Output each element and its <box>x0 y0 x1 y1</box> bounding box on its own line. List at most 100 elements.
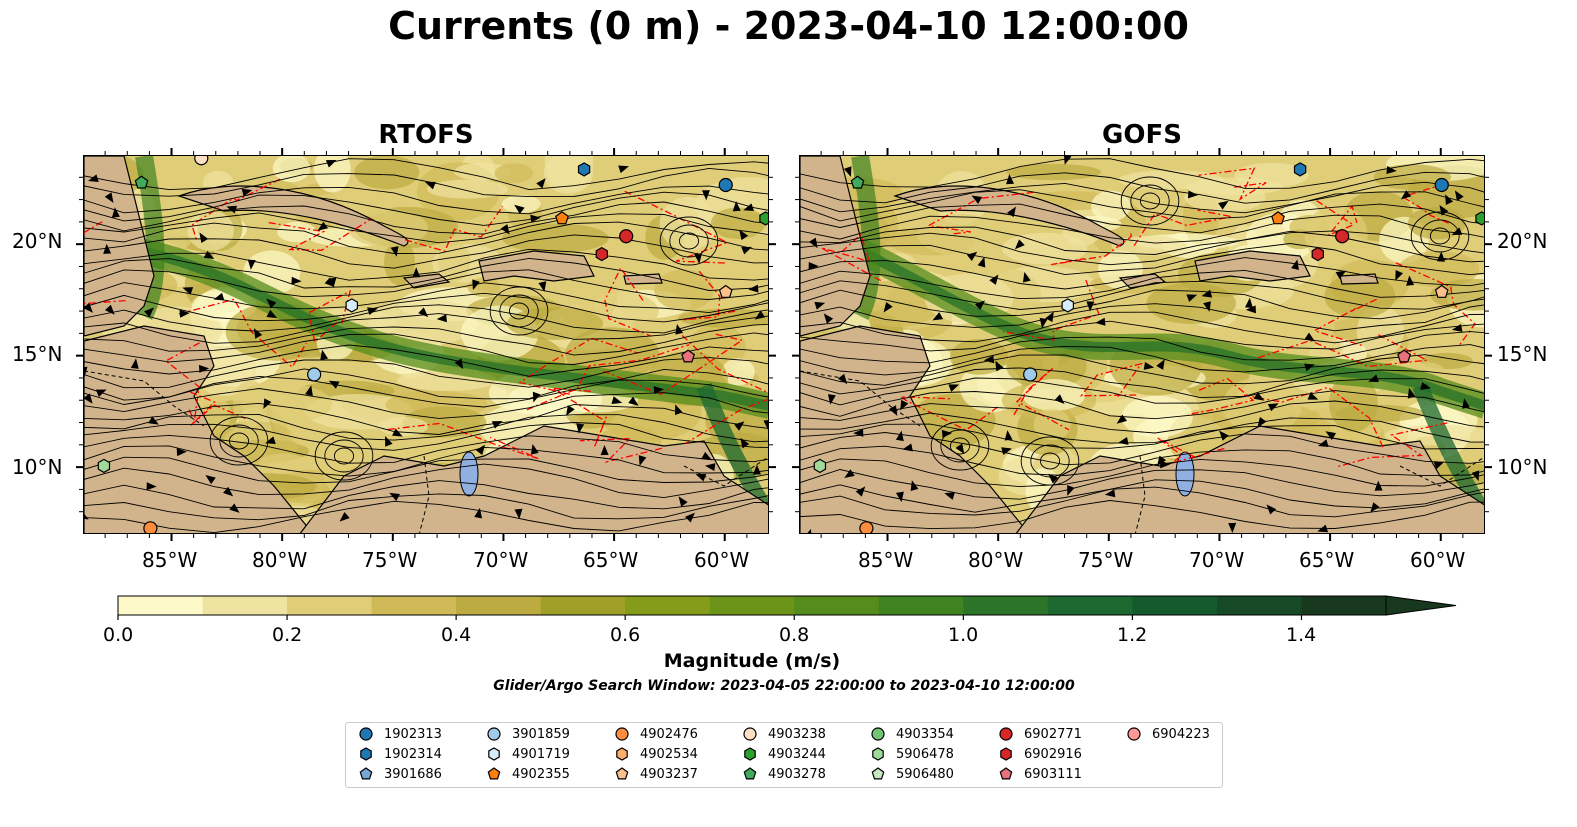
speed-contour <box>277 221 317 243</box>
float-marker-1902314 <box>577 162 591 177</box>
flow-arrow <box>88 174 99 182</box>
flow-arrow <box>454 358 464 370</box>
flow-arrow <box>317 221 328 231</box>
eddy-streamline <box>489 286 549 336</box>
colorbar-tick-label: 0.8 <box>779 624 810 646</box>
land-south-america <box>1015 425 1484 533</box>
colorbar-segment <box>794 596 880 615</box>
float-marker-4903237 <box>1434 284 1449 298</box>
legend-label: 1902314 <box>384 746 442 762</box>
legend-marker-icon <box>488 747 500 761</box>
flow-arrow <box>1451 324 1463 332</box>
flow-arrow <box>974 300 986 311</box>
legend-label: 4902355 <box>512 766 570 782</box>
eez-boundary <box>1336 422 1448 468</box>
flow-arrow <box>1471 470 1480 482</box>
flow-arrow <box>618 165 629 174</box>
eddy-streamline <box>508 302 530 320</box>
streamline <box>84 456 768 484</box>
legend-entry: 4902476 <box>614 726 698 742</box>
speed-contour <box>258 453 308 475</box>
flow-arrow <box>1054 394 1065 405</box>
eddy-streamline <box>659 216 719 266</box>
flow-arrow <box>1039 317 1048 329</box>
float-marker-6902771 <box>1335 229 1350 244</box>
float-marker-1902313 <box>718 177 733 193</box>
flow-arrow <box>1420 382 1431 390</box>
flow-arrow <box>678 496 688 507</box>
flow-arrow <box>653 386 664 395</box>
legend-marker-4902355 <box>487 767 501 780</box>
flow-arrow <box>740 437 750 449</box>
legend-marker-icon <box>999 767 1013 780</box>
flow-arrow <box>1257 417 1267 428</box>
streamline <box>84 368 768 401</box>
legend-label: 6902916 <box>1024 746 1082 762</box>
figure-title: Currents (0 m) - 2023-04-10 12:00:00 <box>388 4 1189 48</box>
flow-arrow <box>983 355 995 364</box>
colorbar-frame <box>117 595 1387 616</box>
streamline <box>84 257 768 291</box>
eez-boundary <box>552 387 608 448</box>
legend-entry: 4903238 <box>742 726 826 742</box>
legend-label: 4902534 <box>640 746 698 762</box>
streamline <box>800 303 1484 332</box>
legend-marker-icon <box>360 747 372 761</box>
eez-boundary <box>387 422 540 460</box>
flow-arrow <box>266 309 278 319</box>
flow-arrow <box>989 274 999 285</box>
float-marker-4901719 <box>1061 298 1074 313</box>
flow-arrow <box>1439 205 1449 216</box>
speed-contour <box>289 423 335 448</box>
flow-arrow <box>955 443 965 455</box>
lat-tick-label: 15°N <box>1497 342 1548 366</box>
flow-arrow <box>823 313 834 324</box>
flow-arrow <box>732 201 741 212</box>
flow-arrow <box>1368 374 1379 383</box>
speed-contour <box>1324 273 1396 319</box>
streamline <box>800 226 1484 255</box>
legend-entry: 5906478 <box>870 746 954 762</box>
flow-arrow <box>179 309 190 318</box>
flow-arrow <box>855 486 866 497</box>
colorbar-segment <box>287 596 373 615</box>
eddy-streamline <box>1429 227 1451 245</box>
rtofs-map[interactable] <box>83 155 769 534</box>
streamline <box>800 289 1484 320</box>
eddy-streamline <box>678 232 700 250</box>
flow-arrow <box>392 428 403 437</box>
streamline <box>84 414 768 443</box>
streamline <box>84 201 768 235</box>
gofs-map[interactable] <box>799 155 1485 534</box>
legend-marker-icon <box>871 767 885 780</box>
flow-arrow <box>425 181 436 190</box>
flow-arrow <box>1228 522 1237 533</box>
eez-boundary <box>579 437 663 463</box>
flow-arrow <box>843 166 852 178</box>
flow-arrow <box>900 399 909 411</box>
axis-ticks <box>76 148 1492 541</box>
speed-contour <box>917 213 1001 256</box>
speed-contour <box>1001 232 1088 265</box>
flow-arrow <box>748 284 759 293</box>
float-marker-1902313 <box>1434 177 1449 193</box>
land-puerto-rico <box>623 273 663 285</box>
streamline <box>84 167 768 198</box>
flow-arrow <box>530 214 541 223</box>
legend-entry: 1902313 <box>358 726 442 742</box>
legend-marker-4902476 <box>615 727 629 741</box>
flow-arrow <box>944 492 955 500</box>
flow-arrow <box>1006 174 1015 185</box>
legend-marker-icon <box>487 767 501 780</box>
flow-arrow <box>1407 387 1416 399</box>
flow-arrow <box>475 444 486 456</box>
streamline <box>84 500 768 533</box>
float-marker-4903278 <box>134 175 149 189</box>
legend-entry: 1902314 <box>358 746 442 762</box>
legend-label: 3901859 <box>512 726 570 742</box>
flow-arrow <box>144 307 154 318</box>
eez-boundary <box>604 266 652 337</box>
streamline <box>84 463 768 499</box>
legend-label: 6902771 <box>1024 726 1082 742</box>
colorbar-segment <box>709 596 795 615</box>
